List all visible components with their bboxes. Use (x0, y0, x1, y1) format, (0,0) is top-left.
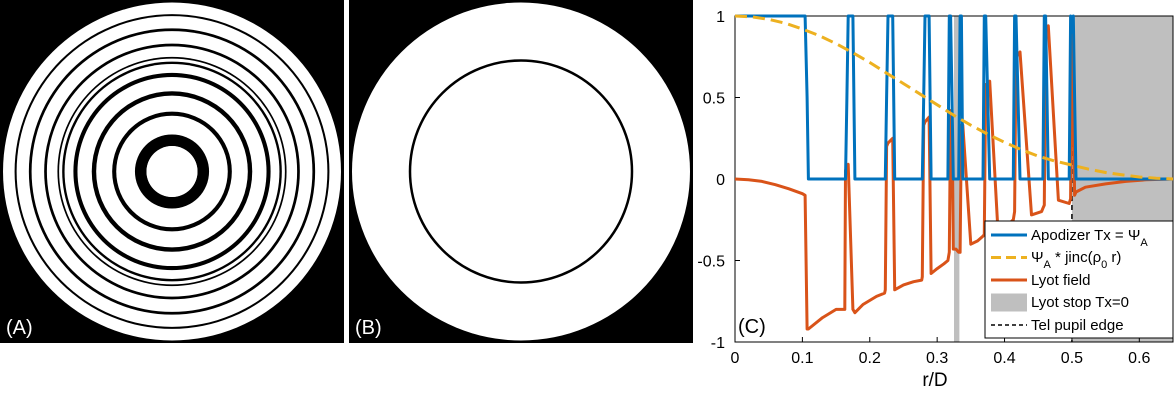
x-tick-label: 0.6 (1128, 350, 1150, 367)
y-tick-label: -0.5 (697, 254, 725, 271)
x-tick-label: 0.4 (993, 350, 1015, 367)
legend-label-lyot-field: Lyot field (1031, 272, 1090, 289)
legend-label-jinc: ΨA * jinc(ρ0 r) (1031, 249, 1121, 271)
central-disk (146, 146, 198, 197)
y-tick-label: 0 (716, 172, 725, 189)
x-axis-label: r/D (922, 370, 947, 391)
inner-circle (137, 136, 207, 207)
series-line-1 (734, 14, 1174, 181)
y-tick-label: 1 (716, 9, 725, 26)
panel-c-radial-profile-chart: -1 -0.5 0 0.5 1 0 0.1 0.2 0.3 0.4 0.5 0.6 (C) r/D A… (697, 9, 1174, 391)
legend-label-lyot-stop: Lyot stop Tx=0 (1031, 294, 1129, 311)
legend-swatch (991, 293, 1027, 312)
legend-label-pupil-edge: Tel pupil edge (1031, 317, 1124, 334)
x-tick-label: 0 (731, 350, 740, 367)
lyot-stop-disk (352, 2, 690, 341)
apodizer-rings (0, 0, 344, 343)
lyot-stop-inner-circle (408, 59, 634, 284)
series-line-0 (735, 14, 1173, 181)
y-tick-label: 0.5 (703, 91, 725, 108)
x-tick-label: 0.2 (859, 350, 881, 367)
panel-c-label: (C) (738, 316, 766, 338)
legend-label-apodizer: Apodizer Tx = ΨA (1031, 227, 1148, 249)
panel-a-label: (A) (6, 317, 33, 339)
panel-b-lyot-image: (B) (349, 0, 693, 343)
panel-a-apodizer-image: (A) (0, 0, 344, 343)
panel-b-label: (B) (355, 317, 382, 339)
y-tick-label: -1 (711, 335, 725, 352)
x-tick-label: 0.3 (926, 350, 948, 367)
x-tick-label: 0.1 (791, 350, 813, 367)
x-tick-label: 0.5 (1061, 350, 1083, 367)
